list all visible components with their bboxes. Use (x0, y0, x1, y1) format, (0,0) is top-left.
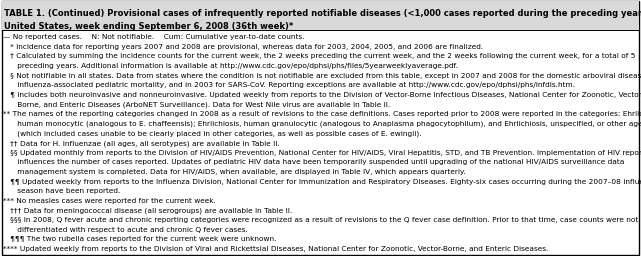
Text: §§ Updated monthly from reports to the Division of HIV/AIDS Prevention, National: §§ Updated monthly from reports to the D… (3, 150, 641, 156)
Text: influenza-associated pediatric mortality, and in 2003 for SARS-CoV. Reporting ex: influenza-associated pediatric mortality… (3, 82, 576, 88)
Text: † Calculated by summing the incidence counts for the current week, the 2 weeks p: † Calculated by summing the incidence co… (3, 54, 636, 59)
Text: preceding years. Additional information is available at http://www.cdc.gov/epo/d: preceding years. Additional information … (3, 63, 458, 69)
Text: differentiated with respect to acute and chronic Q fever cases.: differentiated with respect to acute and… (3, 227, 248, 233)
Text: ††† Data for meningococcal disease (all serogroups) are available in Table II.: ††† Data for meningococcal disease (all … (3, 208, 292, 214)
Text: human monocytic (analogous to E. chaffeensis); Ehrlichiosis, human granulocytic : human monocytic (analogous to E. chaffee… (3, 121, 641, 127)
Text: * Incidence data for reporting years 2007 and 2008 are provisional, whereas data: * Incidence data for reporting years 200… (3, 44, 483, 50)
Text: season have been reported.: season have been reported. (3, 188, 121, 194)
Text: ** The names of the reporting categories changed in 2008 as a result of revision: ** The names of the reporting categories… (3, 111, 641, 117)
Text: (which included cases unable to be clearly placed in other categories, as well a: (which included cases unable to be clear… (3, 131, 422, 137)
Text: †† Data for H. influenzae (all ages, all serotypes) are available in Table II.: †† Data for H. influenzae (all ages, all… (3, 140, 280, 147)
Text: influences the number of cases reported. Updates of pediatric HIV data have been: influences the number of cases reported.… (3, 159, 624, 165)
Text: §§§ In 2008, Q fever acute and chronic reporting categories were recognized as a: §§§ In 2008, Q fever acute and chronic r… (3, 217, 638, 223)
Text: — No reported cases.    N: Not notifiable.    Cum: Cumulative year-to-date count: — No reported cases. N: Not notifiable. … (3, 34, 304, 40)
Text: ¶¶¶ The two rubella cases reported for the current week were unknown.: ¶¶¶ The two rubella cases reported for t… (3, 236, 277, 242)
Text: *** No measles cases were reported for the current week.: *** No measles cases were reported for t… (3, 198, 216, 204)
Text: TABLE 1. (Continued) Provisional cases of infrequently reported notifiable disea: TABLE 1. (Continued) Provisional cases o… (4, 9, 641, 18)
Text: management system is completed. Data for HIV/AIDS, when available, are displayed: management system is completed. Data for… (3, 169, 466, 175)
Text: § Not notifiable in all states. Data from states where the condition is not noti: § Not notifiable in all states. Data fro… (3, 73, 641, 79)
Text: United States, week ending September 6, 2008 (36th week)*: United States, week ending September 6, … (4, 22, 294, 31)
Text: ¶ Includes both neuroinvasive and nonneuroinvasive. Updated weekly from reports : ¶ Includes both neuroinvasive and nonneu… (3, 92, 641, 98)
Text: Borne, and Enteric Diseases (ArboNET Surveillance). Data for West Nile virus are: Borne, and Enteric Diseases (ArboNET Sur… (3, 102, 390, 108)
Text: **** Updated weekly from reports to the Division of Viral and Rickettsial Diseas: **** Updated weekly from reports to the … (3, 246, 549, 252)
Bar (2, 1, 639, 30)
Text: ¶¶ Updated weekly from reports to the Influenza Division, National Center for Im: ¶¶ Updated weekly from reports to the In… (3, 179, 641, 185)
